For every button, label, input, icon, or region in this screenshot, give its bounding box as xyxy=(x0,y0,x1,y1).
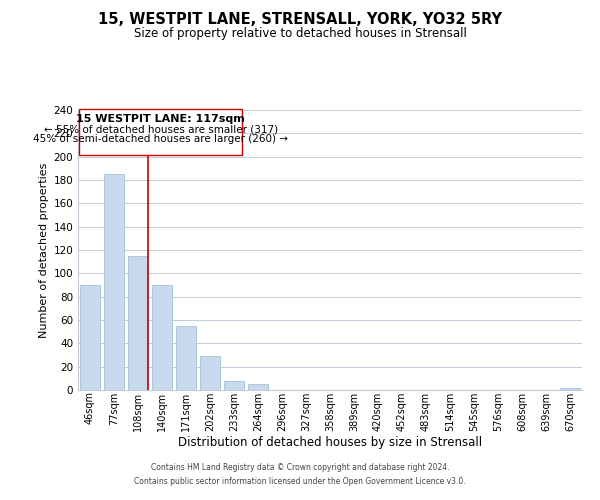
Text: 45% of semi-detached houses are larger (260) →: 45% of semi-detached houses are larger (… xyxy=(34,134,289,144)
Bar xyxy=(224,380,244,390)
Bar xyxy=(248,384,268,390)
FancyBboxPatch shape xyxy=(79,109,242,156)
Bar xyxy=(104,174,124,390)
Text: 15 WESTPIT LANE: 117sqm: 15 WESTPIT LANE: 117sqm xyxy=(76,114,245,124)
Bar xyxy=(80,285,100,390)
Bar xyxy=(176,326,196,390)
Text: ← 55% of detached houses are smaller (317): ← 55% of detached houses are smaller (31… xyxy=(44,124,278,134)
Bar xyxy=(152,285,172,390)
Y-axis label: Number of detached properties: Number of detached properties xyxy=(39,162,49,338)
Text: Contains public sector information licensed under the Open Government Licence v3: Contains public sector information licen… xyxy=(134,477,466,486)
Bar xyxy=(200,356,220,390)
Text: 15, WESTPIT LANE, STRENSALL, YORK, YO32 5RY: 15, WESTPIT LANE, STRENSALL, YORK, YO32 … xyxy=(98,12,502,28)
Text: Size of property relative to detached houses in Strensall: Size of property relative to detached ho… xyxy=(134,28,466,40)
X-axis label: Distribution of detached houses by size in Strensall: Distribution of detached houses by size … xyxy=(178,436,482,450)
Text: Contains HM Land Registry data © Crown copyright and database right 2024.: Contains HM Land Registry data © Crown c… xyxy=(151,464,449,472)
Bar xyxy=(560,388,580,390)
Bar xyxy=(128,256,148,390)
